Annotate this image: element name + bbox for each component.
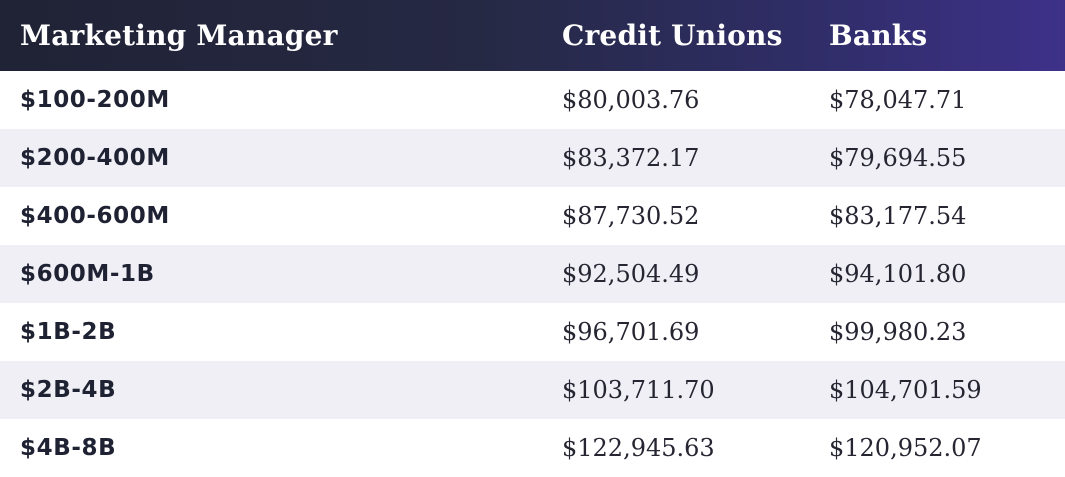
credit-union-salary: $83,372.17 [562,144,700,172]
table-row: $200-400M $83,372.17 $79,694.55 [0,129,1065,187]
asset-tier: $200-400M [20,145,170,171]
table-row: $4B-8B $122,945.63 $120,952.07 [0,419,1065,477]
asset-tier: $4B-8B [20,435,117,461]
credit-union-salary: $96,701.69 [562,318,700,346]
asset-tier: $1B-2B [20,319,117,345]
credit-union-salary: $92,504.49 [562,260,700,288]
table-row: $2B-4B $103,711.70 $104,701.59 [0,361,1065,419]
asset-tier: $100-200M [20,87,170,113]
credit-union-salary: $122,945.63 [562,434,715,462]
asset-tier: $2B-4B [20,377,117,403]
table-row: $1B-2B $96,701.69 $99,980.23 [0,303,1065,361]
table-row: $600M-1B $92,504.49 $94,101.80 [0,245,1065,303]
bank-salary: $120,952.07 [829,434,982,462]
asset-tier: $600M-1B [20,261,155,287]
table-row: $100-200M $80,003.76 $78,047.71 [0,71,1065,129]
credit-union-salary: $80,003.76 [562,86,700,114]
table-row: $400-600M $87,730.52 $83,177.54 [0,187,1065,245]
bank-salary: $78,047.71 [829,86,967,114]
bank-salary: $94,101.80 [829,260,967,288]
bank-salary: $99,980.23 [829,318,967,346]
asset-tier: $400-600M [20,203,170,229]
credit-union-salary: $87,730.52 [562,202,700,230]
bank-salary: $104,701.59 [829,376,982,404]
header-credit-unions: Credit Unions [562,19,783,52]
header-role: Marketing Manager [20,19,338,52]
bank-salary: $83,177.54 [829,202,967,230]
header-banks: Banks [829,19,928,52]
table-header: Marketing Manager Credit Unions Banks [0,0,1065,71]
credit-union-salary: $103,711.70 [562,376,715,404]
bank-salary: $79,694.55 [829,144,967,172]
